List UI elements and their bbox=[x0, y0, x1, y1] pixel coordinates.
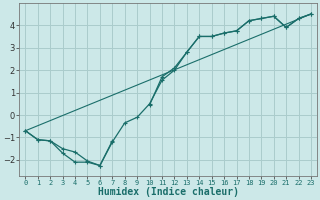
X-axis label: Humidex (Indice chaleur): Humidex (Indice chaleur) bbox=[98, 187, 239, 197]
